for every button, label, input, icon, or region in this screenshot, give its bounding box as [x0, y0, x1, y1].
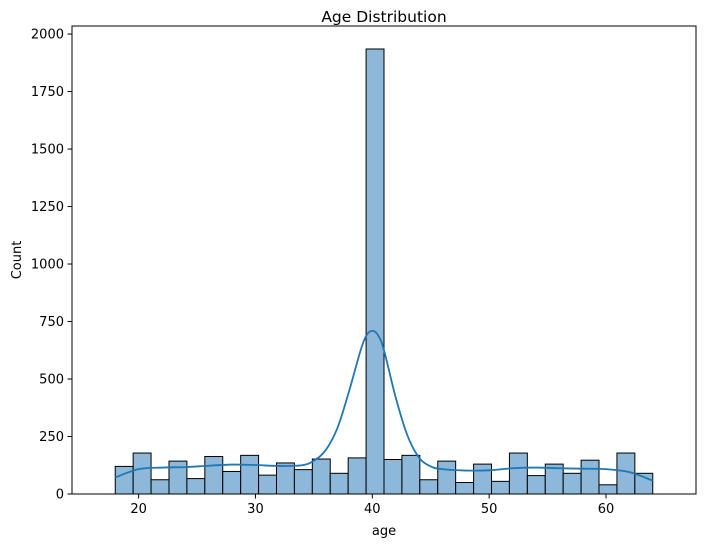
- x-axis-label: age: [372, 524, 396, 539]
- x-axis-ticks: 20 30 40 50 60: [130, 494, 614, 517]
- histogram-bar: [204, 456, 224, 495]
- y-tick-label: 1750: [31, 85, 64, 100]
- y-tick-label: 1250: [31, 200, 64, 215]
- x-tick-label: 50: [481, 502, 498, 517]
- histogram-bar: [258, 474, 277, 495]
- chart-title: Age Distribution: [321, 8, 446, 26]
- y-tick-label: 750: [39, 315, 64, 330]
- histogram-bar: [419, 479, 439, 495]
- x-tick-label: 60: [598, 502, 615, 517]
- histogram-bar: [562, 472, 582, 495]
- y-tick-label: 1500: [31, 143, 64, 158]
- histogram-bar: [437, 460, 457, 495]
- x-tick-label: 30: [247, 502, 264, 517]
- histogram-bar: [508, 452, 528, 495]
- x-tick-label: 20: [130, 502, 147, 517]
- plot-frame: [71, 25, 697, 495]
- histogram-bar: [401, 454, 421, 495]
- y-tick-label: 0: [56, 488, 64, 503]
- histogram-bar: [580, 459, 600, 495]
- histogram-bars: [114, 48, 654, 495]
- histogram-bar: [598, 484, 618, 495]
- y-tick-label: 250: [39, 430, 64, 445]
- y-tick-label: 1000: [31, 258, 64, 273]
- histogram-bar: [365, 48, 385, 495]
- histogram-bar: [473, 463, 493, 495]
- histogram-bar: [150, 479, 170, 495]
- histogram-bar: [293, 469, 313, 495]
- histogram-bar: [168, 460, 188, 495]
- histogram-bar: [455, 482, 475, 495]
- histogram-bar: [347, 457, 367, 495]
- y-tick-label: 2000: [31, 28, 64, 43]
- histogram-bar: [132, 452, 152, 495]
- y-tick-label: 500: [39, 373, 64, 388]
- histogram-bar: [114, 465, 134, 495]
- histogram-bar: [275, 462, 295, 495]
- y-axis-label: Count: [10, 241, 25, 280]
- kde-curve: [114, 329, 654, 482]
- histogram-bar: [222, 470, 242, 495]
- histogram-bar: [526, 475, 546, 495]
- x-tick-label: 40: [364, 502, 381, 517]
- histogram-bar: [186, 478, 206, 495]
- y-axis-ticks: 0 250 500 750 1000 1250 1500 1750 2000: [31, 28, 72, 503]
- histogram-bar: [491, 480, 510, 495]
- histogram-bar: [240, 454, 260, 495]
- histogram-bar: [311, 458, 331, 495]
- histogram-bar: [383, 459, 403, 495]
- histogram-bar: [329, 472, 349, 495]
